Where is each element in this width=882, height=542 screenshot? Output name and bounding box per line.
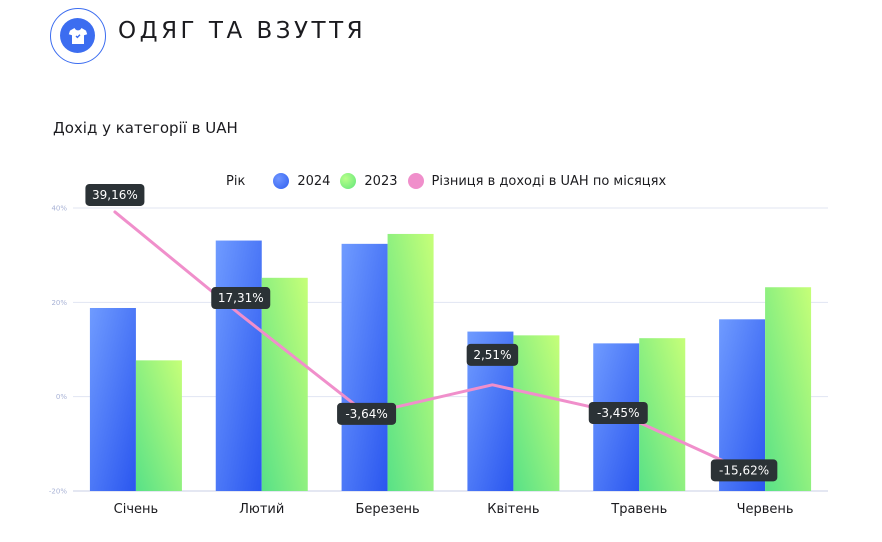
x-tick-label: Квітень [487,502,539,517]
y-tick-label: 40% [51,205,67,213]
data-label-box [337,402,397,425]
legend-item-difference[interactable]: Різниця в доході в UAH по місяцях [407,173,667,189]
x-tick-label: Лютий [239,502,284,517]
bar-2023-5 [765,287,812,491]
data-label: -15,62% [719,464,769,478]
data-label: -3,45% [597,406,639,420]
legend-label-difference: Різниця в доході в UAH по місяцях [431,173,667,189]
data-label-box [588,401,648,424]
legend-swatch-difference [407,173,424,189]
x-tick-label: Червень [737,502,794,517]
legend-swatch-2023 [340,173,357,189]
tshirt-icon [60,18,95,53]
y-tick-label: 0% [56,393,67,401]
bar-2023-1 [261,277,308,491]
x-tick-label: Травень [610,502,667,517]
data-label-box [211,287,271,310]
x-tick-label: Березень [355,502,419,517]
chart-legend: Рік 2024 2023 Різниця в доході в UAH по … [226,171,676,191]
bar-2024-2 [341,243,388,491]
legend-item-2024[interactable]: 2024 [273,173,330,189]
chart-title: Дохід у категорії в UAH [53,119,238,137]
data-label: 2,51% [473,348,511,362]
bar-2023-3 [513,335,560,491]
legend-label-2023: 2023 [364,173,398,189]
data-label-box [85,183,145,206]
page-title: ОДЯГ ТА ВЗУТТЯ [118,18,367,44]
y-tick-label: -20% [49,488,67,496]
data-label-box [710,459,778,482]
y-tick-label: 20% [51,299,67,307]
data-label: -3,64% [345,407,387,421]
x-tick-label: Січень [114,502,159,517]
bar-2023-2 [387,233,434,492]
legend-item-2023[interactable]: 2023 [340,173,398,189]
bar-2024-0 [89,307,136,491]
data-label-box [466,343,519,366]
legend-swatch-2024 [273,173,290,189]
data-label: 39,16% [92,188,138,202]
bar-2024-1 [215,240,262,491]
data-label: 17,31% [218,291,264,305]
legend-title: Рік [226,173,246,189]
brand-logo [50,8,106,64]
bar-2023-0 [135,360,182,491]
legend-label-2024: 2024 [297,173,331,189]
